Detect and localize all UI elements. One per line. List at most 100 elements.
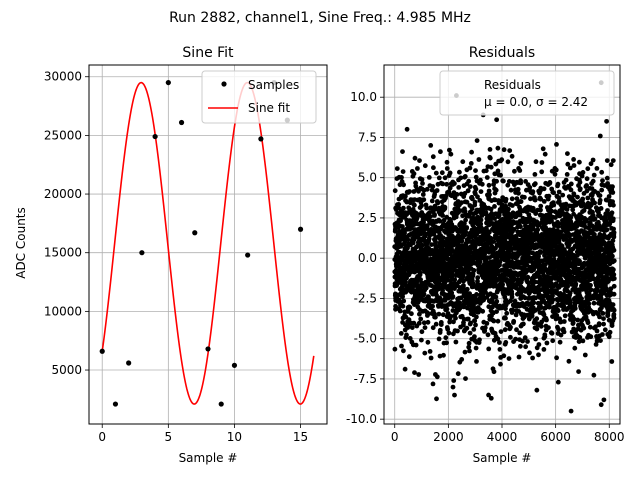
residual-point <box>532 279 538 285</box>
residual-point <box>452 392 457 398</box>
residual-point <box>498 361 503 367</box>
residual-point <box>588 287 594 293</box>
residual-point <box>611 276 617 281</box>
residual-point <box>600 332 605 337</box>
residual-point <box>477 337 482 343</box>
residual-point <box>600 246 605 252</box>
residual-point <box>541 312 547 318</box>
residual-point <box>541 186 547 192</box>
residual-point <box>538 196 544 202</box>
residual-point <box>519 276 525 282</box>
residual-point <box>438 322 444 327</box>
residual-point <box>398 331 404 336</box>
residual-point <box>467 330 473 336</box>
residual-point <box>561 329 567 335</box>
residual-point <box>516 190 521 196</box>
residual-point <box>601 321 606 327</box>
residual-point <box>538 203 544 209</box>
residual-point <box>465 188 471 194</box>
sample-point <box>165 79 171 86</box>
residual-point <box>575 194 580 200</box>
residual-point <box>409 325 415 330</box>
residual-point <box>503 315 508 321</box>
residual-point <box>434 396 439 402</box>
residual-point <box>421 291 427 297</box>
residual-point <box>495 145 501 151</box>
residual-point <box>554 355 559 361</box>
residual-point <box>567 232 573 238</box>
residual-point <box>453 315 458 321</box>
residual-point <box>501 147 507 153</box>
residual-point <box>509 153 515 159</box>
residual-point <box>600 311 606 316</box>
residual-point <box>491 369 497 375</box>
residual-point <box>557 339 563 345</box>
residual-point <box>611 267 616 273</box>
x-tick-label: 4000 <box>487 430 518 444</box>
residual-point <box>417 311 422 317</box>
residual-point <box>454 192 460 197</box>
residual-point <box>559 243 565 249</box>
residual-point <box>496 213 502 218</box>
residual-point <box>413 342 419 348</box>
residual-point <box>540 146 546 152</box>
sample-point <box>112 401 119 407</box>
residual-point <box>544 317 549 323</box>
x-tick-label: 2000 <box>433 430 464 444</box>
residual-point <box>453 339 459 345</box>
residual-point <box>401 298 407 304</box>
residual-point <box>606 334 612 340</box>
residual-point <box>523 344 528 350</box>
residuals-panel: Residuals Sample # 0 2000 4000 6000 8000 -10… <box>346 45 625 465</box>
residual-point <box>509 196 515 202</box>
residual-point <box>404 332 409 338</box>
residual-point <box>604 227 610 233</box>
residual-point <box>532 197 538 203</box>
residual-point <box>592 216 598 222</box>
residual-outlier-point <box>601 397 607 403</box>
residual-point <box>422 325 428 330</box>
residual-point <box>442 175 448 181</box>
residual-point <box>485 332 491 338</box>
residual-point <box>412 202 417 208</box>
residual-point <box>459 357 465 362</box>
residual-point <box>396 205 402 211</box>
residual-point <box>577 179 583 185</box>
sine-fit-ylabel: ADC Counts <box>14 207 28 279</box>
residual-point <box>609 210 615 216</box>
residual-point <box>610 238 616 244</box>
residual-point <box>610 190 616 195</box>
residual-point <box>581 325 587 331</box>
residual-point <box>417 158 422 164</box>
y-tick-label: -7.5 <box>354 372 377 386</box>
residual-point <box>470 196 475 202</box>
residual-point <box>400 303 406 309</box>
residual-point <box>431 165 436 171</box>
residual-point <box>488 164 494 170</box>
residual-point <box>505 182 511 188</box>
x-tick-label: 10 <box>227 430 242 444</box>
residual-point <box>467 348 472 354</box>
residual-point <box>469 149 474 155</box>
residual-point <box>447 147 452 153</box>
residual-point <box>584 176 590 182</box>
residual-point <box>456 185 462 190</box>
residual-point <box>491 239 497 245</box>
residual-point <box>392 188 398 194</box>
sine-fit-x-ticks: 0 5 10 15 <box>98 424 308 444</box>
residual-point <box>568 408 574 414</box>
residual-point <box>470 271 476 277</box>
residual-point <box>430 381 436 387</box>
residual-outlier-point <box>488 395 494 401</box>
residual-point <box>584 183 589 188</box>
residual-point <box>472 318 478 324</box>
legend-residuals-stats: μ = 0.0, σ = 2.42 <box>484 95 588 109</box>
residual-point <box>549 330 555 336</box>
y-tick-label: 20000 <box>44 187 82 201</box>
residual-point <box>468 320 473 326</box>
residual-point <box>588 334 594 340</box>
residual-point <box>486 182 492 188</box>
residual-point <box>477 259 483 265</box>
sine-fit-panel: Sine Fit Sample # ADC Counts 0 5 10 15 5000… <box>14 45 328 465</box>
residual-point <box>498 172 503 178</box>
